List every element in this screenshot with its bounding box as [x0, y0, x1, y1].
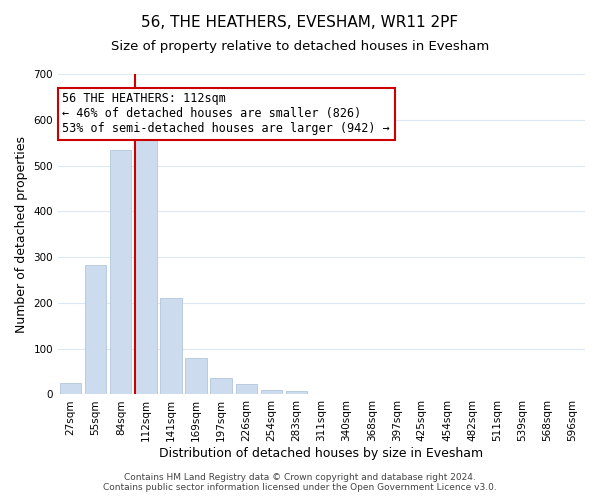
Bar — [110, 150, 131, 394]
Text: Size of property relative to detached houses in Evesham: Size of property relative to detached ho… — [111, 40, 489, 53]
Bar — [236, 384, 257, 394]
Bar — [60, 383, 81, 394]
Bar — [135, 128, 157, 394]
Bar — [211, 378, 232, 394]
Y-axis label: Number of detached properties: Number of detached properties — [15, 136, 28, 332]
Text: 56, THE HEATHERS, EVESHAM, WR11 2PF: 56, THE HEATHERS, EVESHAM, WR11 2PF — [142, 15, 458, 30]
Bar — [85, 265, 106, 394]
Bar — [286, 391, 307, 394]
Text: 56 THE HEATHERS: 112sqm
← 46% of detached houses are smaller (826)
53% of semi-d: 56 THE HEATHERS: 112sqm ← 46% of detache… — [62, 92, 390, 136]
Bar — [185, 358, 207, 395]
Bar — [160, 298, 182, 394]
Text: Contains HM Land Registry data © Crown copyright and database right 2024.
Contai: Contains HM Land Registry data © Crown c… — [103, 473, 497, 492]
X-axis label: Distribution of detached houses by size in Evesham: Distribution of detached houses by size … — [160, 447, 484, 460]
Bar — [260, 390, 282, 394]
